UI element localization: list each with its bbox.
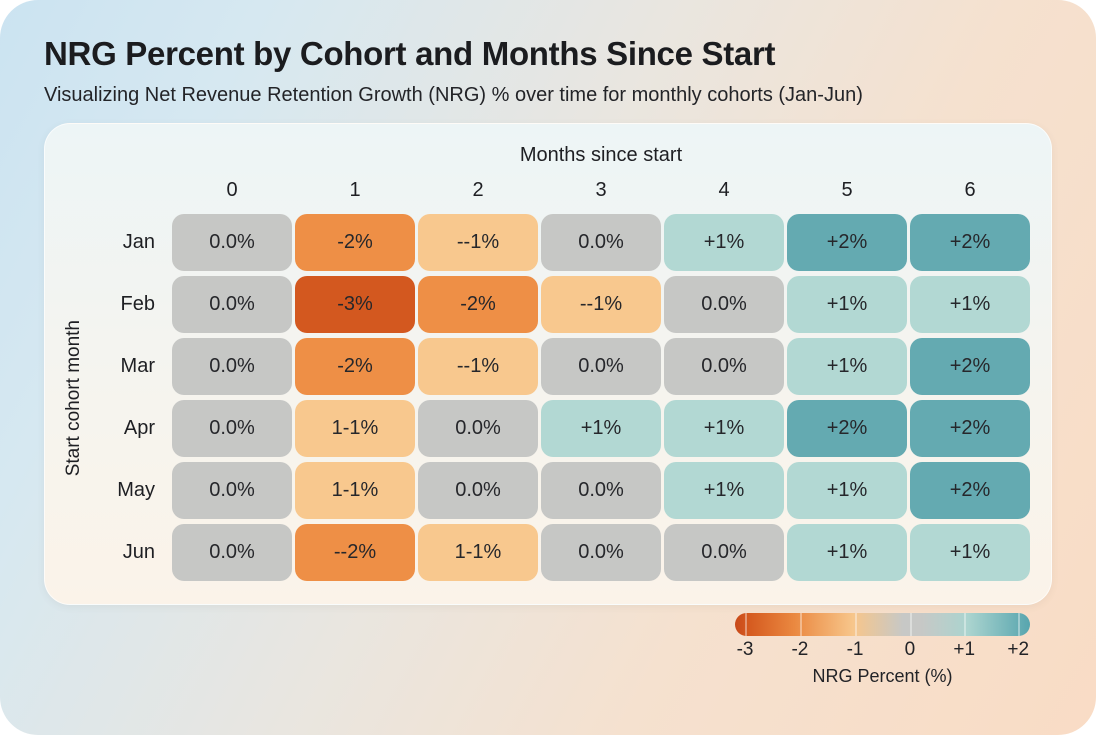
colorbar-legend: -3 -2 -1 0 +1 +2 NRG Percent (%) [735, 612, 1030, 687]
heatmap-cell: 0.0% [172, 461, 292, 519]
heatmap-cell: +2% [910, 213, 1030, 271]
column-label: 1 [349, 178, 361, 201]
chart-header: NRG Percent by Cohort and Months Since S… [0, 0, 1096, 107]
heatmap-card: Start cohort month Months since start 0 1… [44, 122, 1052, 605]
heatmap-cell: +1% [787, 337, 907, 395]
heatmap-cell: 0.0% [541, 213, 661, 271]
row-label: Apr [123, 416, 155, 439]
column-label: 6 [964, 178, 976, 201]
heatmap-cell: -2% [418, 275, 538, 333]
heatmap-body: Jan 0.0% -2% --1% 0.0% +1% +2% +2% Feb 0.0% -3% -2%… [93, 213, 1033, 581]
row-label: Jan [122, 230, 155, 253]
heatmap-cell: +1% [910, 275, 1030, 333]
heatmap-cell: +2% [787, 399, 907, 457]
heatmap-cell: +2% [910, 461, 1030, 519]
heatmap-cell: 0.0% [541, 337, 661, 395]
heatmap-cell: +1% [787, 275, 907, 333]
legend-tick-label: +2 [1007, 638, 1030, 660]
page-subtitle: Visualizing Net Revenue Retention Growth… [44, 83, 863, 106]
x-axis-label: Months since start [519, 143, 683, 166]
legend-tick-label: -3 [736, 638, 754, 660]
heatmap-cell: +1% [664, 213, 784, 271]
heatmap-cell: +1% [541, 399, 661, 457]
legend-tick-label: -1 [846, 638, 864, 660]
colorbar-tick-mark [909, 612, 912, 636]
heatmap-cell: -2% [295, 213, 415, 271]
row-label: Jun [122, 540, 155, 563]
heatmap-cell: 1-1% [295, 461, 415, 519]
heatmap-cell: 0.0% [172, 399, 292, 457]
heatmap-cell: +1% [787, 523, 907, 581]
x-axis-title-row: Months since start [93, 140, 1033, 169]
column-headers: 0 1 2 3 4 5 6 [93, 179, 1033, 202]
heatmap-cell: -3% [295, 275, 415, 333]
heatmap-cell: 0.0% [664, 523, 784, 581]
legend-tick-label: 0 [904, 638, 916, 660]
colorbar-tick-mark [799, 612, 802, 636]
column-label: 4 [718, 178, 730, 201]
page-title: NRG Percent by Cohort and Months Since S… [44, 35, 776, 72]
heatmap-cell: +1% [910, 523, 1030, 581]
heatmap-cell: --1% [418, 213, 538, 271]
heatmap-cell: --2% [295, 523, 415, 581]
column-label: 3 [595, 178, 607, 201]
heatmap-cell: 0.0% [541, 523, 661, 581]
heatmap-cell: 0.0% [418, 399, 538, 457]
heatmap-cell: 0.0% [664, 275, 784, 333]
legend-tick-label: +1 [953, 638, 976, 660]
legend-tick-label: -2 [791, 638, 809, 660]
heatmap-cell: 0.0% [172, 213, 292, 271]
heatmap-cell: -2% [295, 337, 415, 395]
y-axis-label-strip: Start cohort month [55, 140, 93, 586]
y-axis-label: Start cohort month [63, 320, 84, 477]
heatmap-cell: --1% [418, 337, 538, 395]
heatmap-cell: 0.0% [172, 523, 292, 581]
heatmap-cell: 0.0% [172, 337, 292, 395]
colorbar-tick-mark [745, 612, 748, 636]
column-header-spacer [93, 179, 169, 202]
colorbar-tick-mark [855, 612, 858, 636]
column-label: 2 [472, 178, 484, 201]
legend-caption: NRG Percent (%) [812, 665, 953, 686]
heatmap-cell: +1% [664, 461, 784, 519]
row-label: Feb [120, 292, 155, 315]
row-label: May [117, 478, 155, 501]
heatmap-cell: 1-1% [418, 523, 538, 581]
row-label: Mar [120, 354, 155, 377]
heatmap-cell: 0.0% [172, 275, 292, 333]
heatmap-cell: --1% [541, 275, 661, 333]
heatmap-cell: 0.0% [664, 337, 784, 395]
colorbar-tick-mark [1018, 612, 1021, 636]
heatmap-cell: 0.0% [541, 461, 661, 519]
column-label: 0 [226, 178, 238, 201]
heatmap-cell: 0.0% [418, 461, 538, 519]
column-label: 5 [841, 178, 853, 201]
heatmap-cell: +1% [787, 461, 907, 519]
heatmap-cell: +2% [910, 399, 1030, 457]
legend-ticks: -3 -2 -1 0 +1 +2 [735, 639, 1030, 663]
heatmap-cell: +2% [787, 213, 907, 271]
colorbar-gradient [735, 612, 1030, 636]
heatmap-cell: 1-1% [295, 399, 415, 457]
heatmap-cell: +2% [910, 337, 1030, 395]
colorbar-tick-mark [964, 612, 967, 636]
heatmap-cell: +1% [664, 399, 784, 457]
